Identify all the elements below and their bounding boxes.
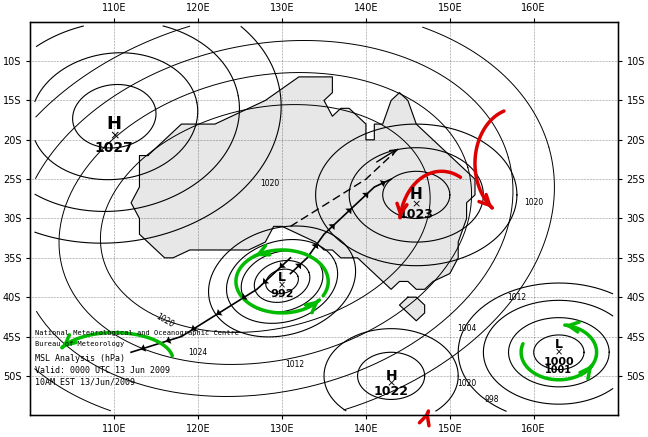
Text: 10AM EST 13/Jun/2009: 10AM EST 13/Jun/2009 (34, 378, 135, 387)
Text: ×: × (386, 379, 396, 389)
Polygon shape (191, 329, 194, 330)
Text: 1020: 1020 (524, 198, 543, 207)
Text: L: L (278, 271, 286, 284)
Polygon shape (242, 297, 244, 299)
Text: ×: × (278, 281, 286, 290)
Text: H: H (386, 369, 397, 383)
Polygon shape (312, 243, 318, 249)
Polygon shape (345, 208, 351, 214)
Text: ×: × (411, 199, 421, 209)
Polygon shape (166, 336, 171, 344)
Polygon shape (141, 344, 146, 352)
Polygon shape (299, 264, 301, 266)
Polygon shape (216, 313, 219, 315)
Text: MSL Analysis (hPa): MSL Analysis (hPa) (34, 354, 124, 363)
Text: 1027: 1027 (95, 141, 133, 155)
Text: ×: × (109, 129, 120, 142)
Polygon shape (295, 264, 301, 269)
Polygon shape (280, 262, 286, 268)
Polygon shape (263, 281, 265, 284)
Polygon shape (166, 340, 169, 341)
Polygon shape (131, 77, 475, 289)
Text: 1000: 1000 (544, 357, 574, 367)
Polygon shape (399, 297, 424, 321)
Text: L: L (555, 338, 563, 351)
Text: 1001: 1001 (546, 365, 572, 375)
Polygon shape (280, 266, 282, 268)
Polygon shape (332, 224, 335, 226)
Text: H: H (107, 115, 122, 133)
Polygon shape (216, 309, 222, 316)
Text: Bureau of Meteorology: Bureau of Meteorology (34, 341, 124, 347)
Text: 1020: 1020 (260, 179, 279, 187)
Text: 1020: 1020 (457, 379, 476, 388)
Text: 998: 998 (485, 395, 499, 404)
Text: 1022: 1022 (374, 385, 409, 398)
Text: 1024: 1024 (189, 348, 208, 357)
Polygon shape (242, 293, 248, 300)
Text: 1012: 1012 (507, 293, 526, 302)
Text: 1012: 1012 (285, 360, 304, 368)
Polygon shape (141, 348, 144, 349)
Polygon shape (329, 224, 335, 230)
Polygon shape (366, 193, 368, 195)
Polygon shape (362, 193, 368, 198)
Polygon shape (316, 243, 318, 246)
Polygon shape (349, 208, 351, 211)
Polygon shape (383, 182, 386, 183)
Text: 992: 992 (270, 289, 294, 299)
Text: H: H (410, 187, 422, 202)
Text: ×: × (555, 347, 563, 357)
Text: 1020: 1020 (154, 312, 175, 329)
Text: 1004: 1004 (457, 324, 476, 333)
Text: National Meteorological and Oceanographic Centre: National Meteorological and Oceanographi… (34, 329, 238, 336)
Polygon shape (380, 180, 386, 187)
Text: 1023: 1023 (399, 208, 434, 221)
Polygon shape (191, 325, 198, 331)
Polygon shape (263, 278, 269, 284)
Text: Valid: 0000 UTC 13 Jun 2009: Valid: 0000 UTC 13 Jun 2009 (34, 366, 170, 375)
